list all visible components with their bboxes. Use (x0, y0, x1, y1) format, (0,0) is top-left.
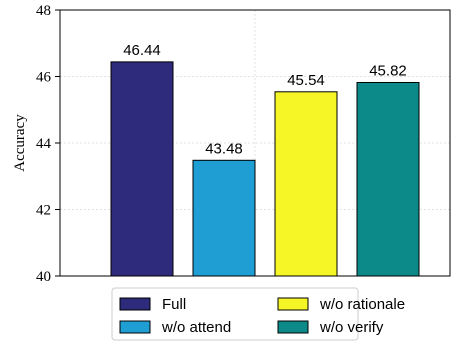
y-tick-label: 48 (36, 3, 51, 19)
bar (110, 61, 174, 277)
bar (192, 159, 256, 277)
bar (356, 81, 420, 277)
data-label: 43.48 (205, 140, 243, 157)
y-tick-label: 46 (36, 70, 52, 86)
legend-label: w/o attend (161, 319, 231, 336)
y-tick-label: 44 (36, 136, 52, 152)
y-tick-label: 40 (36, 269, 51, 285)
legend-swatch (277, 297, 309, 311)
legend-swatch (119, 297, 151, 311)
data-label: 46.44 (123, 42, 161, 59)
bar (274, 91, 338, 277)
data-labels: 46.44 43.48 45.54 45.82 (123, 42, 407, 157)
legend-label: w/o rationale (319, 296, 405, 313)
data-label: 45.54 (287, 72, 325, 89)
legend-swatch (119, 320, 151, 334)
bars (110, 61, 420, 277)
legend-swatch (277, 320, 309, 334)
data-label: 45.82 (369, 62, 407, 79)
y-axis-label: Accuracy (12, 114, 28, 172)
legend-label: Full (162, 296, 186, 313)
legend-label: w/o verify (319, 319, 384, 336)
y-tick-label: 42 (36, 203, 51, 219)
y-ticks: 40 42 44 46 48 (36, 3, 60, 285)
legend: Full w/o attend w/o rationale w/o verify (111, 287, 405, 341)
